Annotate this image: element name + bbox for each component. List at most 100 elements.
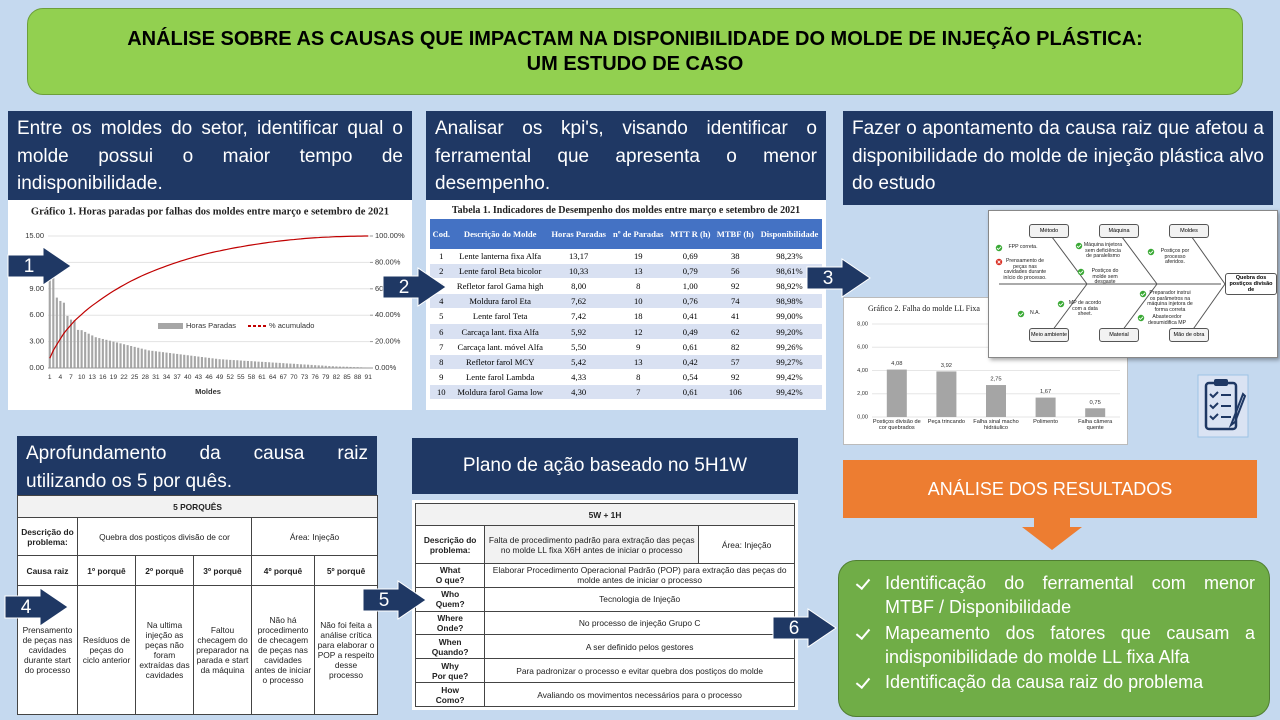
table-cell: 13 bbox=[609, 354, 667, 370]
x-tick-label: 79 bbox=[322, 374, 330, 381]
table-cell: Moldura farol Gama low bbox=[452, 384, 548, 400]
icon-glyph bbox=[996, 246, 1002, 251]
x-tick-label: 1 bbox=[48, 374, 52, 381]
x-tick-label: 43 bbox=[195, 374, 203, 381]
bar bbox=[200, 357, 203, 368]
chart-title: Gráfico 2. Falha do molde LL Fixa bbox=[868, 304, 980, 313]
bar bbox=[222, 359, 225, 368]
table-cell: 0,61 bbox=[666, 339, 714, 355]
table-row: 1 Lente lanterna fixa Alfa 13,17 19 0,69 38 98… bbox=[430, 249, 822, 265]
table-cell: 10,33 bbox=[547, 263, 610, 280]
bar bbox=[278, 362, 281, 368]
bar bbox=[264, 362, 267, 368]
bar bbox=[218, 359, 221, 368]
table-cell: 99,27% bbox=[756, 354, 822, 370]
fishbone-effect: Quebra dos postiços divisão de bbox=[1225, 273, 1277, 295]
bar bbox=[236, 360, 239, 368]
y-tick-label: 0,00 bbox=[857, 414, 868, 420]
bar bbox=[101, 338, 104, 368]
x-tick-label: 85 bbox=[343, 374, 351, 381]
table-cell: 0,42 bbox=[666, 354, 714, 370]
table-cell: 98,92% bbox=[756, 278, 822, 295]
bar bbox=[55, 297, 58, 368]
table-cell: 5 bbox=[430, 308, 453, 325]
x-tick-label: 16 bbox=[99, 374, 107, 381]
row-text: Tecnologia de Injeção bbox=[484, 586, 795, 612]
table-cell: 56 bbox=[713, 263, 757, 280]
fishbone-cause: Máquina injetora sem deficiência de para… bbox=[1083, 242, 1123, 260]
row-text: A ser definido pelos gestores bbox=[484, 634, 795, 660]
x-tick-label: 52 bbox=[227, 374, 235, 381]
bar bbox=[285, 363, 288, 368]
icon-glyph bbox=[1138, 316, 1144, 321]
bar bbox=[87, 333, 90, 368]
header-cell: MTBF (h) bbox=[713, 219, 757, 249]
table-cell: 9 bbox=[430, 369, 453, 385]
y-tick-label: 0.00 bbox=[29, 363, 44, 372]
bar bbox=[257, 361, 260, 368]
table-cell: 8,00 bbox=[547, 278, 610, 295]
table-cell: 10 bbox=[609, 293, 667, 310]
x-tick-label: 40 bbox=[184, 374, 192, 381]
row-label-line: Why bbox=[441, 660, 459, 671]
table-cell: 4 bbox=[430, 293, 453, 310]
bar bbox=[176, 353, 179, 368]
problem-label: Descrição do problema: bbox=[17, 517, 78, 556]
bar bbox=[108, 340, 111, 368]
header-cell: 3º porquê bbox=[193, 555, 252, 586]
bar bbox=[335, 366, 338, 368]
table-cell: 0,41 bbox=[666, 308, 714, 325]
header-cell: Disponibilidade bbox=[756, 219, 822, 249]
table-cell: Carcaça lant. fixa Alfa bbox=[452, 323, 548, 340]
table-cell: 19 bbox=[609, 249, 667, 265]
cumulative-line bbox=[49, 235, 369, 359]
step-arrow: 5 bbox=[362, 580, 427, 620]
table-row: 6 Carcaça lant. fixa Alfa 5,92 12 0,49 62 99,2… bbox=[430, 323, 822, 340]
table-cell: 13 bbox=[609, 263, 667, 280]
row-text: Avaliando os movimentos necessários para… bbox=[484, 682, 795, 707]
y2-tick-label: 0.00% bbox=[375, 363, 397, 372]
bar bbox=[307, 364, 310, 368]
row-label-line: Where bbox=[437, 613, 463, 624]
x-tick-label: 82 bbox=[333, 374, 341, 381]
row-label-line: Onde? bbox=[436, 623, 464, 634]
check-icon bbox=[1137, 314, 1145, 322]
table-cell: 0,61 bbox=[666, 384, 714, 400]
bar bbox=[243, 360, 246, 368]
bar bbox=[59, 300, 62, 368]
bar bbox=[328, 366, 331, 368]
bar bbox=[303, 364, 306, 368]
five-whys-table: 5 PORQUÊS Descrição do problema: Quebra do… bbox=[16, 495, 379, 715]
problem-row: Descrição do problema: Falta de procedime… bbox=[414, 525, 795, 564]
title-line: UM ESTUDO DE CASO bbox=[526, 52, 744, 75]
plan-row: When Quando? A ser definido pelos gestores bbox=[414, 634, 795, 660]
x-tick-label: 55 bbox=[237, 374, 245, 381]
fishbone-bones bbox=[999, 232, 1226, 336]
row-label-line: Quando? bbox=[431, 646, 469, 657]
bar bbox=[986, 385, 1006, 417]
x-tick-label: 4 bbox=[59, 374, 63, 381]
step-box: Aprofundamento da causa raiz utilizando … bbox=[17, 436, 377, 495]
table-row: 3Refletor farol Gama high8,0081,009298,9… bbox=[430, 278, 822, 295]
check-icon bbox=[1147, 248, 1155, 256]
fishbone-diagram: Método Máquina Moldes Meio ambiente Material… bbox=[988, 210, 1278, 358]
y-tick-label: 15.00 bbox=[25, 231, 44, 240]
table-title: 5 PORQUÊS bbox=[16, 495, 379, 518]
fishbone-category: Método bbox=[1029, 224, 1069, 238]
step-number: 4 bbox=[21, 597, 32, 618]
table-cell: Moldura farol Eta bbox=[452, 293, 548, 310]
table-cell: 41 bbox=[713, 308, 757, 325]
spine bbox=[999, 232, 1226, 336]
problem-label: Descrição do problema: bbox=[414, 525, 486, 564]
fishbone-category: Moldes bbox=[1169, 224, 1209, 238]
check-icon bbox=[1139, 290, 1147, 298]
bar bbox=[324, 365, 327, 368]
icon-clip bbox=[1214, 379, 1228, 386]
arrow-shape bbox=[7, 246, 72, 286]
table-cell: Refletor farol Gama high bbox=[452, 278, 548, 295]
y2-tick-label: 40.00% bbox=[375, 310, 401, 319]
step-box: Fazer o apontamento da causa raiz que af… bbox=[843, 111, 1273, 205]
step-box: Entre os moldes do setor, identificar qu… bbox=[8, 111, 412, 200]
problem-text: Quebra dos postiços divisão de cor bbox=[77, 517, 252, 556]
